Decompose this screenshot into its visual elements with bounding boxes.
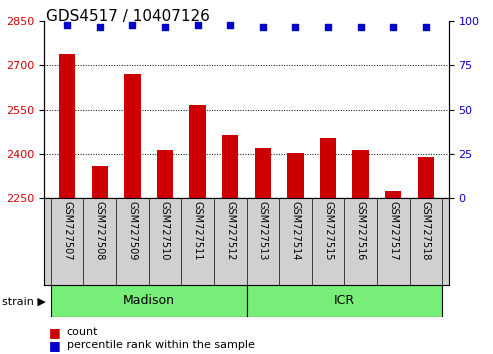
- Point: [194, 22, 202, 28]
- Text: ■: ■: [49, 326, 61, 338]
- Text: GSM727518: GSM727518: [421, 201, 431, 260]
- Text: GSM727516: GSM727516: [355, 201, 366, 260]
- Bar: [246, 285, 442, 317]
- Bar: [222, 135, 238, 198]
- Bar: [287, 153, 304, 198]
- Point: [161, 24, 169, 29]
- Point: [422, 24, 430, 29]
- Point: [63, 22, 71, 28]
- Point: [226, 22, 234, 28]
- Text: GSM727508: GSM727508: [95, 201, 105, 260]
- Text: GSM727510: GSM727510: [160, 201, 170, 260]
- Bar: [320, 138, 336, 198]
- Point: [129, 22, 137, 28]
- Text: ICR: ICR: [334, 295, 355, 307]
- Text: ■: ■: [49, 339, 61, 352]
- Text: percentile rank within the sample: percentile rank within the sample: [67, 340, 254, 350]
- Text: GSM727511: GSM727511: [193, 201, 203, 260]
- Point: [356, 24, 364, 29]
- Bar: [124, 74, 141, 198]
- Text: strain ▶: strain ▶: [2, 297, 46, 307]
- Text: GSM727515: GSM727515: [323, 201, 333, 260]
- Bar: [418, 157, 434, 198]
- Text: GSM727509: GSM727509: [127, 201, 138, 260]
- Text: GDS4517 / 10407126: GDS4517 / 10407126: [46, 9, 210, 24]
- Bar: [385, 191, 401, 198]
- Bar: [51, 285, 246, 317]
- Bar: [352, 149, 369, 198]
- Point: [291, 24, 299, 29]
- Bar: [92, 166, 108, 198]
- Text: Madison: Madison: [123, 295, 175, 307]
- Point: [259, 24, 267, 29]
- Text: GSM727517: GSM727517: [388, 201, 398, 260]
- Point: [96, 24, 104, 29]
- Point: [324, 24, 332, 29]
- Bar: [59, 54, 75, 198]
- Bar: [255, 148, 271, 198]
- Bar: [189, 105, 206, 198]
- Text: GSM727512: GSM727512: [225, 201, 235, 260]
- Text: GSM727513: GSM727513: [258, 201, 268, 260]
- Text: count: count: [67, 327, 98, 337]
- Bar: [157, 149, 173, 198]
- Text: GSM727507: GSM727507: [62, 201, 72, 260]
- Point: [389, 24, 397, 29]
- Text: GSM727514: GSM727514: [290, 201, 300, 260]
